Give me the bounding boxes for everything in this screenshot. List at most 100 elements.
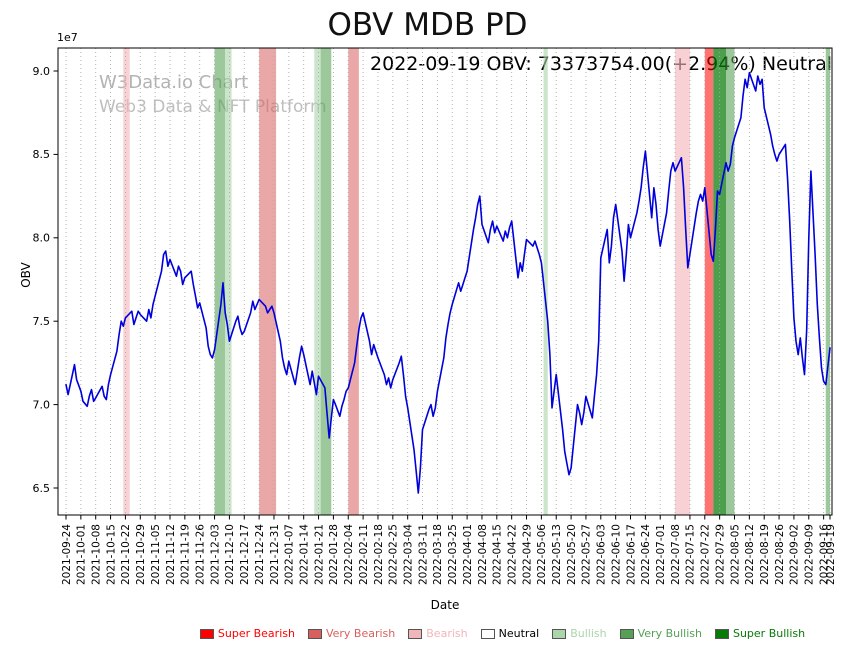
legend-label-bearish: Bearish xyxy=(426,627,468,640)
svg-text:9.0: 9.0 xyxy=(33,65,51,78)
svg-text:2022-02-18: 2022-02-18 xyxy=(373,524,385,585)
svg-text:2022-04-29: 2022-04-29 xyxy=(521,524,533,585)
legend-swatch-neutral xyxy=(480,628,495,639)
svg-text:2022-08-19: 2022-08-19 xyxy=(759,524,771,585)
legend-swatch-bearish xyxy=(408,628,423,639)
signal-band-super_bearish xyxy=(704,48,714,515)
svg-text:2022-01-21: 2022-01-21 xyxy=(313,524,325,585)
legend-item-very-bullish: Very Bullish xyxy=(619,627,702,640)
svg-text:2021-10-15: 2021-10-15 xyxy=(105,524,117,585)
svg-text:2022-05-20: 2022-05-20 xyxy=(566,524,578,585)
svg-text:2022-06-17: 2022-06-17 xyxy=(625,524,637,585)
legend-label-super-bearish: Super Bearish xyxy=(217,627,295,640)
svg-text:2021-11-12: 2021-11-12 xyxy=(165,524,177,585)
legend-swatch-very-bullish xyxy=(619,628,634,639)
svg-text:2022-04-15: 2022-04-15 xyxy=(492,524,504,585)
svg-text:2022-02-25: 2022-02-25 xyxy=(388,524,400,585)
svg-text:2022-01-07: 2022-01-07 xyxy=(284,524,296,585)
signal-band-bearish xyxy=(675,48,690,515)
legend-item-bullish: Bullish xyxy=(552,627,607,640)
y-axis-offset-text: 1e7 xyxy=(57,31,78,44)
chart-title: OBV MDB PD xyxy=(327,7,528,43)
svg-text:2022-06-24: 2022-06-24 xyxy=(640,524,652,585)
legend-item-bearish: Bearish xyxy=(408,627,468,640)
signal-band-very_bullish xyxy=(320,48,332,515)
svg-text:2022-08-12: 2022-08-12 xyxy=(744,524,756,585)
svg-text:8.0: 8.0 xyxy=(33,232,51,245)
svg-text:2022-05-06: 2022-05-06 xyxy=(536,524,548,585)
svg-text:2022-07-15: 2022-07-15 xyxy=(685,524,697,585)
legend-item-neutral: Neutral xyxy=(480,627,540,640)
svg-text:2022-09-19: 2022-09-19 xyxy=(825,524,837,585)
signal-band-bullish xyxy=(543,48,548,515)
svg-text:2021-11-19: 2021-11-19 xyxy=(180,524,192,585)
svg-text:2022-01-28: 2022-01-28 xyxy=(328,524,340,585)
signal-band-very_bearish xyxy=(348,48,359,515)
svg-text:2022-05-27: 2022-05-27 xyxy=(581,524,593,585)
legend-label-very-bearish: Very Bearish xyxy=(325,627,396,640)
signal-band-bearish xyxy=(123,48,130,515)
x-axis-label: Date xyxy=(430,598,460,612)
svg-text:2021-12-10: 2021-12-10 xyxy=(224,524,236,585)
svg-text:2021-11-26: 2021-11-26 xyxy=(195,524,207,585)
svg-text:2022-03-18: 2022-03-18 xyxy=(432,524,444,585)
svg-text:2022-08-05: 2022-08-05 xyxy=(729,524,741,585)
svg-text:2022-07-29: 2022-07-29 xyxy=(714,524,726,585)
obv-line xyxy=(65,71,831,494)
signal-band-bullish xyxy=(225,48,232,515)
legend-item-super-bearish: Super Bearish xyxy=(199,627,295,640)
svg-text:2021-12-17: 2021-12-17 xyxy=(239,524,251,585)
svg-text:2022-01-14: 2022-01-14 xyxy=(298,524,310,585)
svg-text:2022-06-03: 2022-06-03 xyxy=(596,524,608,585)
svg-text:2022-09-09: 2022-09-09 xyxy=(804,524,816,585)
svg-text:2021-12-24: 2021-12-24 xyxy=(254,524,266,585)
svg-text:6.5: 6.5 xyxy=(33,482,51,495)
svg-text:2022-02-11: 2022-02-11 xyxy=(358,524,370,585)
signal-band-bullish xyxy=(314,48,321,515)
svg-text:7.5: 7.5 xyxy=(33,315,51,328)
legend-swatch-super-bullish xyxy=(714,628,729,639)
plot-border xyxy=(57,47,833,516)
svg-text:2022-09-02: 2022-09-02 xyxy=(789,524,801,585)
legend-item-very-bearish: Very Bearish xyxy=(307,627,396,640)
svg-text:2022-07-01: 2022-07-01 xyxy=(655,524,667,585)
svg-text:8.5: 8.5 xyxy=(33,148,51,161)
signal-band-super_bullish xyxy=(713,48,727,515)
svg-text:2021-12-31: 2021-12-31 xyxy=(269,524,281,585)
legend-item-super-bullish: Super Bullish xyxy=(714,627,806,640)
signal-band-very_bearish xyxy=(259,48,277,515)
legend-label-bullish: Bullish xyxy=(570,627,607,640)
svg-text:2021-10-08: 2021-10-08 xyxy=(91,524,103,585)
svg-text:2022-04-08: 2022-04-08 xyxy=(477,524,489,585)
svg-text:2022-06-10: 2022-06-10 xyxy=(610,524,622,585)
svg-text:2022-07-08: 2022-07-08 xyxy=(670,524,682,585)
svg-text:2021-12-03: 2021-12-03 xyxy=(209,524,221,585)
legend-label-neutral: Neutral xyxy=(498,627,540,640)
svg-text:2022-09-16: 2022-09-16 xyxy=(818,524,830,585)
legend-label-very-bullish: Very Bullish xyxy=(637,627,702,640)
svg-text:2021-09-24: 2021-09-24 xyxy=(61,524,73,585)
signal-bands xyxy=(123,48,830,515)
svg-text:2021-10-01: 2021-10-01 xyxy=(76,524,88,585)
signal-band-very_bullish xyxy=(214,48,226,515)
x-tick-labels: 2021-09-24 2021-10-01 2021-10-08 2021-10-15… xyxy=(61,515,837,585)
y-tick-labels: 6.5 7.0 7.5 8.0 8.5 9.0 xyxy=(33,65,58,495)
legend-swatch-bullish xyxy=(552,628,567,639)
svg-text:2022-03-25: 2022-03-25 xyxy=(447,524,459,585)
svg-text:2022-03-04: 2022-03-04 xyxy=(402,524,414,585)
svg-text:2021-10-22: 2021-10-22 xyxy=(120,524,132,585)
svg-text:2021-11-05: 2021-11-05 xyxy=(150,524,162,585)
svg-text:2022-08-26: 2022-08-26 xyxy=(774,524,786,585)
signal-band-very_bullish xyxy=(825,48,830,515)
svg-text:7.0: 7.0 xyxy=(33,398,51,411)
signal-band-very_bullish xyxy=(726,48,735,515)
legend-label-super-bullish: Super Bullish xyxy=(732,627,806,640)
svg-text:2022-03-11: 2022-03-11 xyxy=(417,524,429,585)
signal-legend: Super Bearish Very Bearish Bearish Neutral B… xyxy=(0,627,855,640)
legend-swatch-very-bearish xyxy=(307,628,322,639)
svg-text:2022-02-04: 2022-02-04 xyxy=(343,524,355,585)
svg-text:2022-04-01: 2022-04-01 xyxy=(462,524,474,585)
svg-text:2022-07-22: 2022-07-22 xyxy=(700,524,712,585)
svg-text:2022-05-13: 2022-05-13 xyxy=(551,524,563,585)
